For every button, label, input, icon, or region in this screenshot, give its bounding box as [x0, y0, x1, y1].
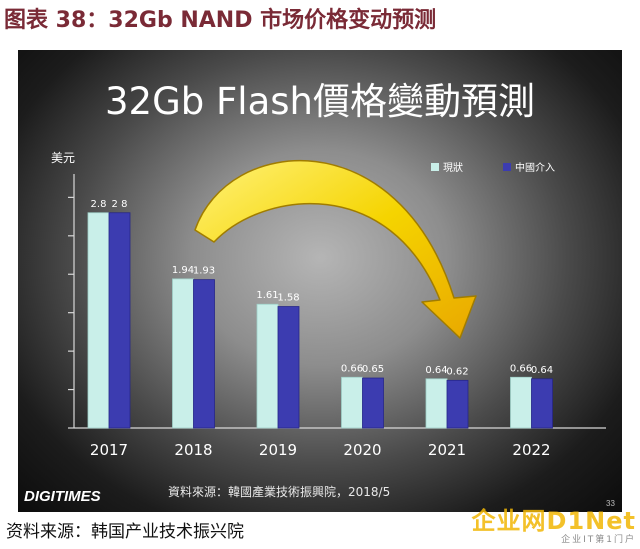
data-label-current-2019: 1.61: [256, 290, 278, 301]
bar-current-2017: [87, 212, 110, 429]
bar-intervention-2022: [531, 378, 553, 429]
data-label-current-2022: 0.66: [510, 363, 532, 374]
data-label-intervention-2020: 0.65: [362, 364, 384, 375]
bar-current-2020: [341, 376, 363, 429]
data-label-intervention-2019: 1.58: [277, 293, 299, 304]
data-label-intervention-2022: 0.64: [531, 365, 553, 376]
watermark-main: 企业网D1Net: [471, 507, 636, 535]
slide-page-number: 33: [606, 499, 615, 508]
bar-current-2019: [256, 303, 279, 429]
figure-source: 资料来源：韩国产业技术振兴院: [6, 522, 244, 542]
chart-slide: 2.8 2 8 2017 1.94 1.93 2018 1.61 1.58 2019 0.66 0.…: [18, 50, 622, 512]
bar-intervention-2017: [108, 212, 131, 429]
legend-swatch-intervention: [503, 163, 511, 171]
data-label-intervention-2021: 0.62: [446, 366, 468, 377]
x-tick-label-2017: 2017: [90, 441, 128, 459]
bar-chart: 2.8 2 820171.941.9320181.611.5820190.660.…: [24, 80, 615, 508]
bar-intervention-2020: [362, 377, 384, 429]
bar-intervention-2019: [277, 306, 300, 429]
bar-current-2018: [172, 278, 194, 429]
forecast-arrow-icon: [194, 159, 477, 339]
watermark-sub: 企业IT第1门户: [561, 535, 636, 545]
bar-intervention-2018: [193, 279, 215, 429]
legend: 現狀 中國介入: [431, 161, 555, 174]
chart-heading: 32Gb Flash價格變動預測: [105, 80, 535, 123]
digitimes-logo: DIGITIMES: [24, 488, 101, 505]
watermark-logo: 企业网D1Net 企业IT第1门户: [466, 508, 636, 548]
x-tick-label-2022: 2022: [512, 441, 550, 459]
data-label-current-2021: 0.64: [425, 365, 447, 376]
legend-swatch-current: [431, 163, 439, 171]
bar-current-2021: [425, 378, 448, 429]
figure-title: 图表 38：32Gb NAND 市场价格变动预测: [4, 8, 437, 33]
x-tick-label-2020: 2020: [343, 441, 381, 459]
data-label-intervention-2018: 1.93: [193, 266, 215, 277]
x-tick-label-2021: 2021: [428, 441, 466, 459]
legend-label-current: 現狀: [443, 161, 463, 174]
data-label-current-2020: 0.66: [341, 363, 363, 374]
x-tick-label-2018: 2018: [174, 441, 212, 459]
bar-intervention-2021: [446, 379, 469, 429]
data-label-current-2018: 1.94: [172, 265, 194, 276]
legend-label-intervention: 中國介入: [515, 161, 555, 174]
data-label-current-2017: 2.8: [91, 199, 107, 210]
bar-current-2022: [510, 376, 532, 429]
slide-source-text: 資料來源：韓國產業技術振興院，2018/5: [168, 484, 390, 499]
data-label-intervention-2017: 2 8: [112, 199, 128, 210]
x-tick-label-2019: 2019: [259, 441, 297, 459]
y-axis-unit-label: 美元: [51, 151, 75, 165]
